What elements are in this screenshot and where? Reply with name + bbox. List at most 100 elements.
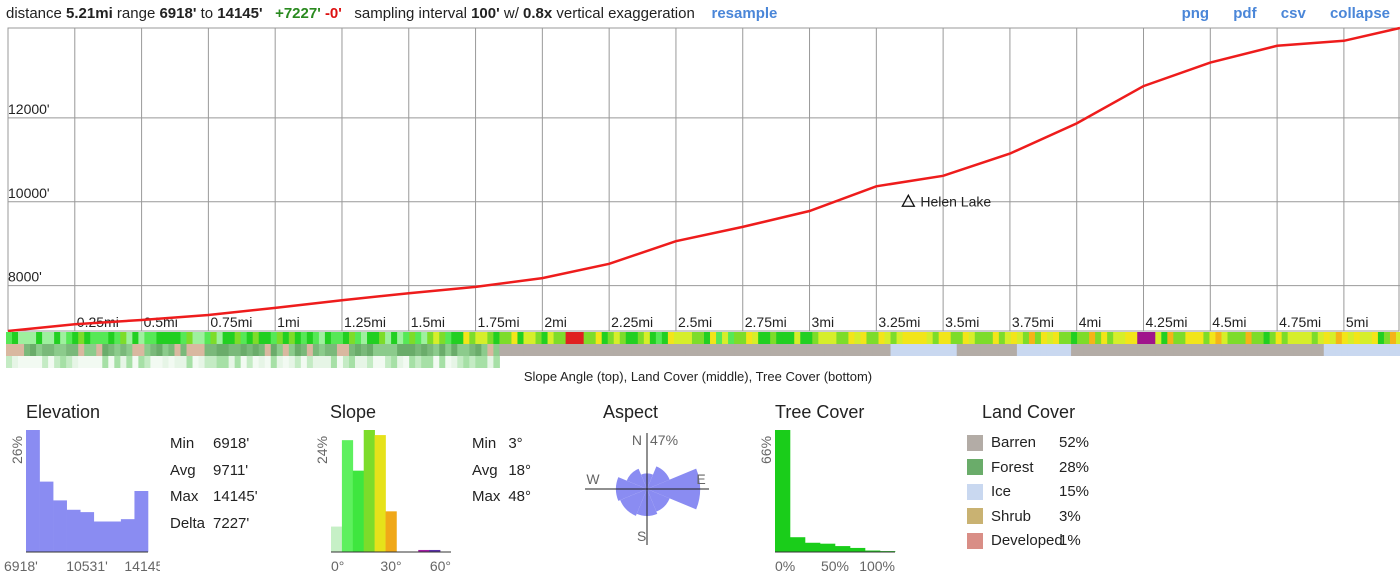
stat-value: 7227' [213,514,250,532]
slope-cell [1329,332,1337,344]
land-cover-cell [90,344,97,356]
slope-cell [673,332,681,344]
land-cover-cell [1347,344,1355,356]
slope-cell [824,332,831,344]
histogram-bar [363,430,375,552]
land-cover-cell [216,344,224,356]
slope-cell [1101,332,1108,344]
slope-cell [403,332,410,344]
tree-cover-cell [240,356,248,368]
slope-cell [192,332,200,344]
x-tick-label: 1.25mi [344,314,386,330]
terrain-strips [6,332,1400,368]
tree-cover-cell [12,356,19,368]
histogram-bar [134,491,149,552]
land-cover-cell [228,344,236,356]
tree-cover-cell [228,356,236,368]
land-cover-cell [1022,344,1030,356]
slope-cell [589,332,597,344]
x-tick-label: 2.75mi [745,314,787,330]
tree-cover-cell [367,356,374,368]
land-cover-cell [1275,344,1283,356]
slope-cell [1203,332,1210,344]
slope-cell [559,332,567,344]
tree-cover-cell [264,356,272,368]
slope-cell [962,332,970,344]
land-cover-cell [830,344,837,356]
slope-cell [1131,332,1138,344]
collapse-link[interactable]: collapse [1329,5,1390,22]
tree-cover-cell [306,356,314,368]
land-cover-cell [1028,344,1036,356]
land-cover-cell [854,344,861,356]
aspect-wedge [620,489,647,516]
tree-cover-cell [180,356,188,368]
land-cover-cell [1299,344,1307,356]
slope-cell [445,332,452,344]
slope-cell [1034,332,1042,344]
stat-label: Max [472,488,501,505]
land-cover-cell [1089,344,1096,356]
slope-cell [427,332,434,344]
slope-cell [72,332,79,344]
resample-link[interactable]: resample [711,5,778,22]
land-cover-cell [740,344,747,356]
slope-cell [379,332,386,344]
land-cover-cell [330,344,338,356]
aspect-max-label: 47% [650,432,678,448]
slope-cell [740,332,747,344]
histogram-bar [835,546,851,552]
land-cover-name: Shrub [991,507,1032,525]
slope-stats: Min 3° Avg 18° Max 48° [470,430,539,512]
stat-row: Max 14145' [170,485,264,510]
land-cover-swatch [967,434,983,451]
png-link[interactable]: png [1181,5,1210,22]
land-cover-cell [457,344,464,356]
elevation-stats: Min 6918' Avg 9711' Max 14145' Delta 7227' [168,430,266,538]
land-cover-cell [962,344,970,356]
slope-cell [1359,332,1367,344]
tree-cover-cell [72,356,79,368]
land-cover-cell [1155,344,1162,356]
elevation-histogram: 26% 6918' 10531' 14145' [4,430,160,574]
csv-link[interactable]: csv [1280,5,1306,22]
land-cover-name: Developed [991,532,1063,549]
slope-cell [48,332,55,344]
slope-cell [914,332,922,344]
stat-label: Min [170,435,195,452]
pdf-link[interactable]: pdf [1233,5,1257,22]
land-cover-cell [884,344,892,356]
tree-cover-cell [186,356,194,368]
land-cover-cell [1353,344,1361,356]
land-cover-cell [1323,344,1331,356]
slope-cell [607,332,615,344]
slope-cell [830,332,837,344]
slope-cell [18,332,25,344]
land-cover-cell [920,344,928,356]
slope-cell [481,332,488,344]
x-tick-label: 3mi [812,314,835,330]
stat-label: Avg [472,461,498,479]
slope-cell [1149,332,1156,344]
x-tick-label: 14145' [124,558,160,574]
tree-cover-cell [84,356,91,368]
land-cover-cell [96,344,103,356]
aspect-rose: N 47% E S W [585,432,709,545]
slope-cell [1383,332,1391,344]
stat-label: Avg [170,461,196,479]
land-cover-cell [1113,344,1120,356]
slope-cell [571,332,579,344]
x-tick-label: 3.75mi [1012,314,1054,330]
tree-cover-cell [108,356,115,368]
land-cover-cell [342,344,350,356]
slope-cell [60,332,67,344]
slope-cell [631,332,639,344]
slope-cell [138,332,145,344]
land-cover-cell [48,344,55,356]
land-cover-cell [992,344,1000,356]
slope-cell [1185,332,1192,344]
slope-cell [860,332,867,344]
slope-hist-title: Slope [330,402,377,422]
x-tick-label: 5mi [1346,314,1369,330]
slope-cell [324,332,332,344]
